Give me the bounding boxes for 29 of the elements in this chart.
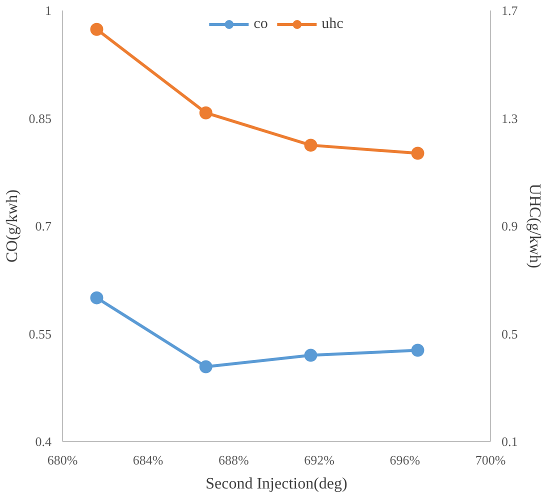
- y2-tick-label: 0.5: [502, 326, 518, 342]
- point: [411, 146, 424, 160]
- point: [304, 348, 318, 362]
- y2-tick-label: 1.3: [502, 110, 518, 126]
- x-tick-label: 684%: [132, 452, 164, 468]
- point: [304, 138, 318, 152]
- y-tick-label: 0.85: [28, 110, 52, 126]
- legend-label: uhc: [322, 16, 344, 32]
- y2-tick-label: 0.9: [502, 218, 518, 234]
- y2-tick-label: 0.1: [502, 434, 518, 449]
- y-tick-label: 0.7: [35, 218, 52, 234]
- y-tick-label: 0.4: [35, 434, 52, 449]
- x-tick-label: 680%: [47, 452, 78, 468]
- x-tick-label: 692%: [304, 452, 335, 468]
- y-axis-title: CO(g/kwh): [4, 190, 21, 262]
- y2-axis-title: UHC(g/kwh): [526, 184, 543, 268]
- y-tick-label: 0.55: [28, 326, 52, 342]
- x-tick-label: 700%: [475, 452, 506, 468]
- x-tick-label: 688%: [218, 452, 250, 468]
- y-tick-label: 1: [45, 3, 52, 18]
- x-axis-title: Second Injection(deg): [206, 476, 348, 492]
- legend-label: co: [254, 16, 269, 32]
- x-tick-label: 696%: [390, 452, 420, 468]
- point: [199, 106, 212, 120]
- point: [90, 22, 104, 36]
- y2-tick-label: 1.7: [502, 3, 518, 18]
- point: [411, 344, 424, 357]
- point: [199, 360, 212, 374]
- point: [90, 291, 104, 304]
